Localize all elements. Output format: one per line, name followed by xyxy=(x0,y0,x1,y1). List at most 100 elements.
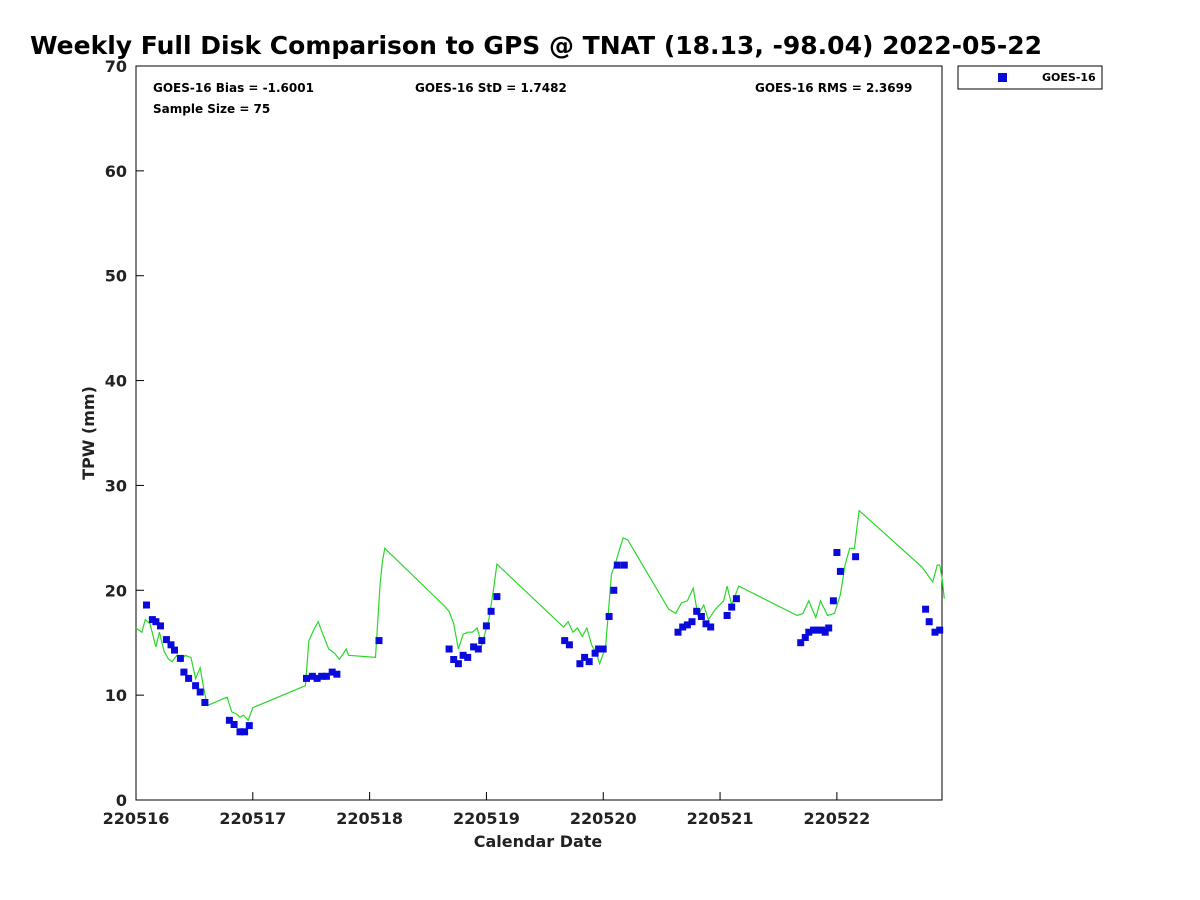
goes16-data-point xyxy=(697,613,705,620)
goes16-data-point xyxy=(162,636,170,644)
sample-size-annotation: Sample Size = 75 xyxy=(153,102,270,116)
x-tick-label: 220519 xyxy=(453,809,520,828)
goes16-data-point xyxy=(470,643,478,651)
goes16-data-point xyxy=(693,607,701,615)
goes16-data-point xyxy=(565,641,573,649)
goes16-data-point xyxy=(599,645,607,653)
x-tick-label: 220520 xyxy=(570,809,637,828)
goes16-data-point xyxy=(375,637,383,645)
goes16-data-point xyxy=(605,613,613,620)
goes16-data-point xyxy=(852,553,860,561)
goes16-data-point xyxy=(192,682,200,690)
goes16-data-point xyxy=(176,654,184,662)
legend-label: GOES-16 xyxy=(1042,71,1096,84)
goes16-data-point xyxy=(303,674,310,682)
chart-title: Weekly Full Disk Comparison to GPS @ TNA… xyxy=(30,31,1042,60)
goes16-data-point xyxy=(318,672,326,680)
x-tick-label: 220521 xyxy=(687,809,754,828)
goes16-data-point xyxy=(157,622,164,630)
y-tick-label: 40 xyxy=(105,372,127,391)
y-tick-label: 10 xyxy=(105,686,127,705)
goes16-data-point xyxy=(801,634,809,641)
goes16-data-point xyxy=(585,658,593,666)
goes16-data-point xyxy=(482,622,490,630)
goes16-data-point xyxy=(707,623,715,631)
goes16-data-point xyxy=(805,628,813,636)
goes16-data-point xyxy=(464,653,472,661)
goes16-data-point xyxy=(821,628,829,636)
goes16-data-point xyxy=(487,607,495,615)
goes16-data-point xyxy=(459,651,467,659)
goes16-data-point xyxy=(922,605,930,613)
goes16-data-point xyxy=(230,721,238,728)
goes16-data-point xyxy=(931,628,939,636)
goes16-data-point xyxy=(185,674,193,682)
goes16-data-point xyxy=(445,645,453,653)
goes16-data-point xyxy=(225,716,233,724)
y-axis: 0 10 20 30 40 50 60 70 xyxy=(105,57,144,810)
goes16-data-point xyxy=(328,668,336,676)
goes16-data-point xyxy=(236,728,244,736)
goes16-data-point xyxy=(561,637,569,645)
goes16-data-point xyxy=(723,612,731,619)
std-annotation: GOES-16 StD = 1.7482 xyxy=(415,81,567,95)
goes16-series-points-group xyxy=(143,549,944,736)
goes16-data-point xyxy=(143,601,150,609)
y-tick-label: 0 xyxy=(116,791,127,810)
goes16-data-point xyxy=(454,660,462,668)
goes16-data-point xyxy=(171,646,178,654)
goes16-data-point xyxy=(313,674,321,682)
plot-frame xyxy=(135,65,943,801)
goes16-data-point xyxy=(322,672,330,680)
goes16-data-point xyxy=(797,639,805,647)
goes16-data-point xyxy=(613,561,621,569)
goes16-data-point xyxy=(829,597,837,605)
goes16-data-point xyxy=(333,670,341,678)
legend-box xyxy=(957,65,1103,90)
x-tick-label: 220518 xyxy=(336,809,403,828)
rms-annotation: GOES-16 RMS = 2.3699 xyxy=(755,81,912,95)
goes16-data-point xyxy=(925,618,933,626)
goes16-data-point xyxy=(728,603,736,611)
goes16-data-point xyxy=(620,561,628,569)
goes16-data-point xyxy=(813,626,821,634)
y-tick-label: 70 xyxy=(105,57,127,76)
goes16-data-point xyxy=(245,722,253,730)
bias-annotation: GOES-16 Bias = -1.6001 xyxy=(153,81,314,95)
legend: GOES-16 xyxy=(957,65,1103,90)
goes16-data-point xyxy=(201,699,209,706)
goes16-data-point xyxy=(576,660,584,668)
y-tick-label: 60 xyxy=(105,162,127,181)
x-axis-label: Calendar Date xyxy=(474,832,603,851)
goes16-data-point xyxy=(591,649,599,657)
x-tick-label: 220517 xyxy=(219,809,286,828)
goes16-data-point xyxy=(196,688,204,696)
goes16-data-point xyxy=(152,618,160,626)
goes16-data-point xyxy=(702,620,710,628)
goes16-data-point xyxy=(833,549,841,556)
goes16-data-point xyxy=(180,668,188,676)
goes16-data-point xyxy=(308,672,316,680)
goes16-data-point xyxy=(581,653,589,661)
goes16-data-point xyxy=(674,628,682,636)
goes16-data-point xyxy=(679,623,687,631)
goes16-data-point xyxy=(610,586,618,594)
goes16-data-point xyxy=(732,595,740,603)
y-tick-label: 50 xyxy=(105,267,127,286)
goes16-data-point xyxy=(241,728,249,736)
goes16-data-point xyxy=(167,641,175,649)
legend-marker xyxy=(998,73,1007,82)
goes16-data-point xyxy=(595,645,603,653)
goes16-data-point xyxy=(493,593,501,601)
y-axis-label: TPW (mm) xyxy=(79,386,98,480)
x-tick-label: 220522 xyxy=(803,809,870,828)
goes16-data-point xyxy=(683,621,691,629)
goes16-data-point xyxy=(936,626,944,634)
x-axis: 220516 220517 220518 220519 220520 220521 2205… xyxy=(103,792,870,828)
goes16-data-point xyxy=(450,656,458,663)
y-tick-label: 30 xyxy=(105,476,127,495)
y-tick-label: 20 xyxy=(105,581,127,600)
goes16-data-point xyxy=(688,618,696,626)
